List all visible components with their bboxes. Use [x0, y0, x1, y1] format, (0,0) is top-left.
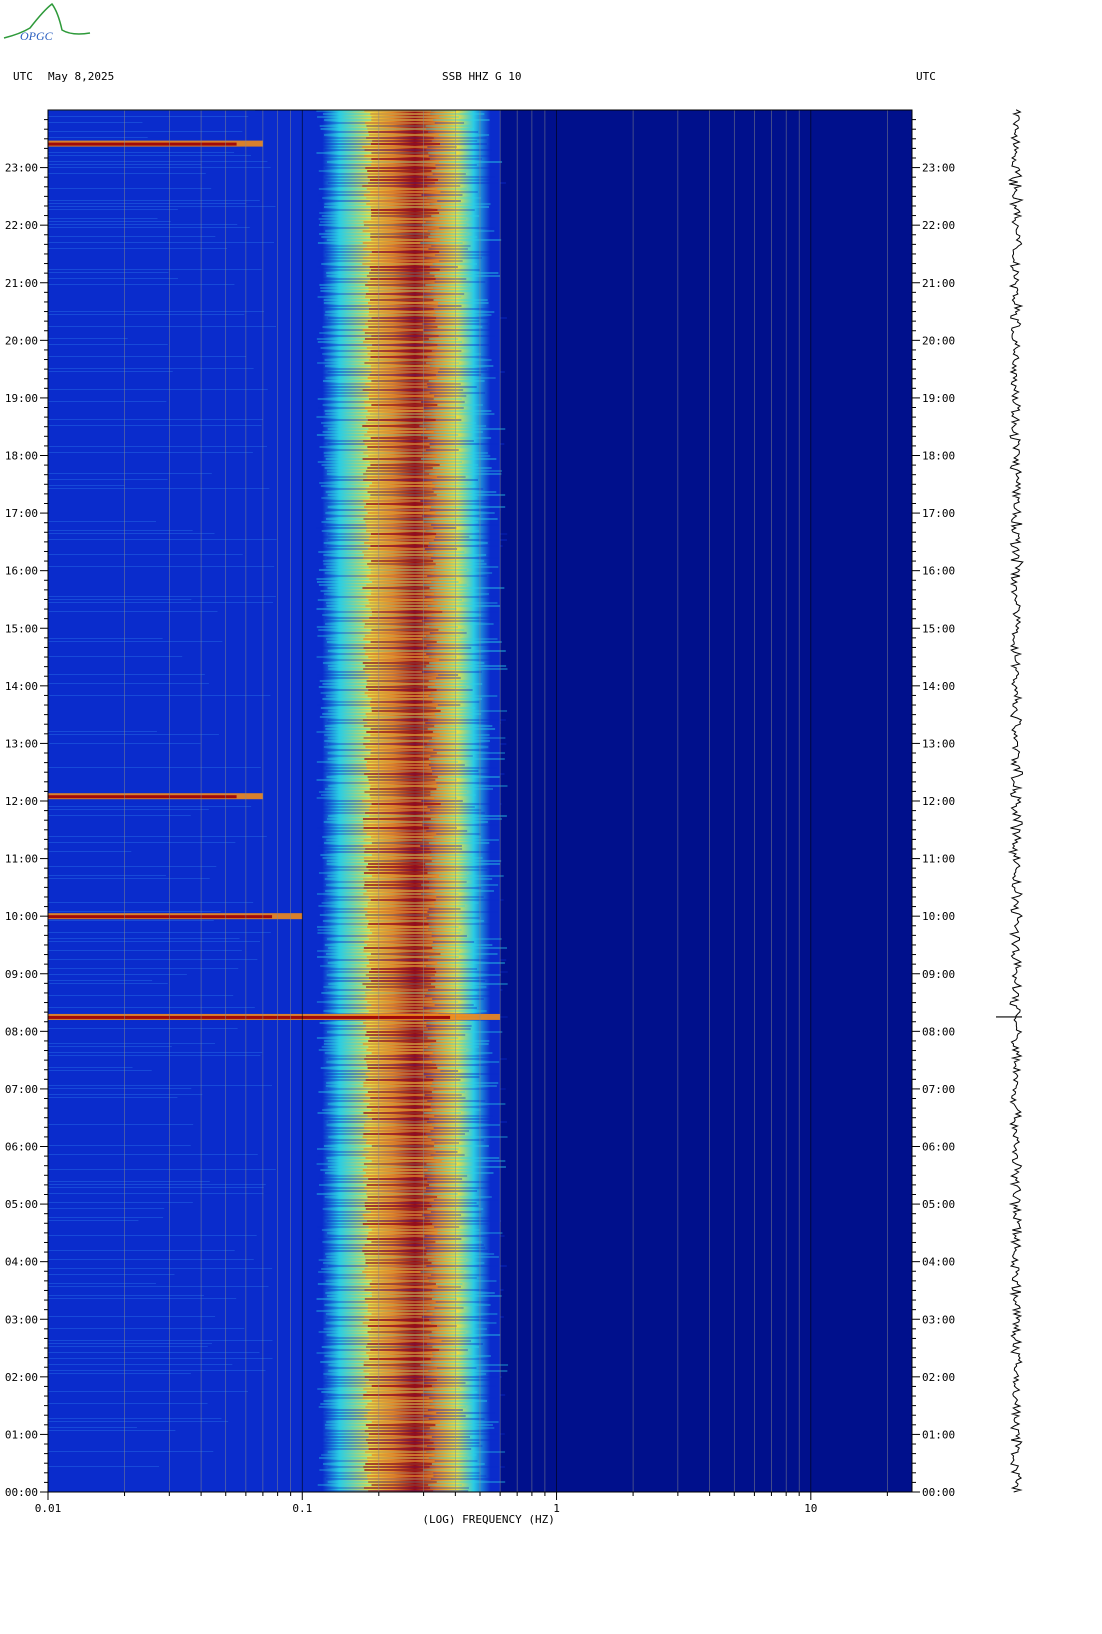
y-tick-label-left: 08:00: [5, 1025, 38, 1038]
y-tick-label-right: 21:00: [922, 277, 955, 290]
event-streak: [48, 913, 303, 920]
y-tick-label-right: 04:00: [922, 1256, 955, 1269]
y-tick-label-left: 09:00: [5, 968, 38, 981]
y-tick-label-right: 07:00: [922, 1083, 955, 1096]
y-tick-label-left: 13:00: [5, 737, 38, 750]
x-axis-label: (LOG) FREQUENCY (HZ): [422, 1513, 554, 1526]
opgc-logo: OPGC: [0, 0, 95, 54]
y-tick-label-left: 00:00: [5, 1486, 38, 1499]
y-tick-label-right: 23:00: [922, 162, 955, 175]
y-tick-label-left: 12:00: [5, 795, 38, 808]
y-tick-label-left: 10:00: [5, 910, 38, 923]
y-tick-label-left: 15:00: [5, 622, 38, 635]
y-tick-label-right: 02:00: [922, 1371, 955, 1384]
y-tick-label-right: 16:00: [922, 565, 955, 578]
y-tick-label-left: 07:00: [5, 1083, 38, 1096]
y-tick-label-left: 03:00: [5, 1313, 38, 1326]
y-tick-label-right: 05:00: [922, 1198, 955, 1211]
x-tick-label: 10: [804, 1502, 817, 1515]
x-tick-label: 1: [553, 1502, 560, 1515]
y-tick-label-right: 20:00: [922, 334, 955, 347]
y-tick-label-left: 18:00: [5, 450, 38, 463]
y-tick-label-right: 11:00: [922, 853, 955, 866]
y-tick-label-right: 14:00: [922, 680, 955, 693]
y-tick-label-right: 09:00: [922, 968, 955, 981]
utc-right-label: UTC: [916, 70, 936, 83]
y-tick-label-right: 22:00: [922, 219, 955, 232]
station-label: SSB HHZ G 10: [442, 70, 522, 83]
y-tick-label-left: 21:00: [5, 277, 38, 290]
utc-left-label: UTC: [13, 70, 33, 83]
date-label: May 8,2025: [48, 70, 115, 83]
y-tick-label-left: 19:00: [5, 392, 38, 405]
y-tick-label-right: 19:00: [922, 392, 955, 405]
y-tick-label-right: 00:00: [922, 1486, 955, 1499]
y-tick-label-right: 15:00: [922, 622, 955, 635]
y-tick-label-right: 03:00: [922, 1313, 955, 1326]
y-tick-label-left: 16:00: [5, 565, 38, 578]
y-tick-label-left: 01:00: [5, 1428, 38, 1441]
y-tick-label-right: 13:00: [922, 737, 955, 750]
y-tick-label-right: 01:00: [922, 1428, 955, 1441]
event-streak: [48, 793, 263, 800]
y-tick-label-left: 11:00: [5, 853, 38, 866]
time-axis: [40, 119, 920, 1493]
frequency-gridlines: [47, 110, 888, 1492]
y-tick-label-left: 04:00: [5, 1256, 38, 1269]
y-tick-label-left: 05:00: [5, 1198, 38, 1211]
svg-text:OPGC: OPGC: [20, 29, 54, 43]
event-streak: [48, 1013, 501, 1020]
streak-texture: [48, 110, 509, 1492]
x-tick-label: 0.01: [35, 1502, 62, 1515]
y-tick-label-right: 12:00: [922, 795, 955, 808]
y-tick-label-right: 18:00: [922, 450, 955, 463]
seismogram-trace: [1007, 109, 1024, 1493]
y-tick-label-left: 20:00: [5, 334, 38, 347]
y-tick-label-left: 02:00: [5, 1371, 38, 1384]
y-tick-label-left: 23:00: [5, 162, 38, 175]
y-tick-label-left: 14:00: [5, 680, 38, 693]
y-tick-label-right: 10:00: [922, 910, 955, 923]
event-streak: [48, 140, 263, 147]
y-tick-label-right: 08:00: [922, 1025, 955, 1038]
y-tick-label-right: 06:00: [922, 1141, 955, 1154]
y-tick-label-right: 17:00: [922, 507, 955, 520]
y-tick-label-left: 17:00: [5, 507, 38, 520]
y-tick-label-left: 22:00: [5, 219, 38, 232]
y-tick-label-left: 06:00: [5, 1141, 38, 1154]
x-tick-label: 0.1: [292, 1502, 312, 1515]
